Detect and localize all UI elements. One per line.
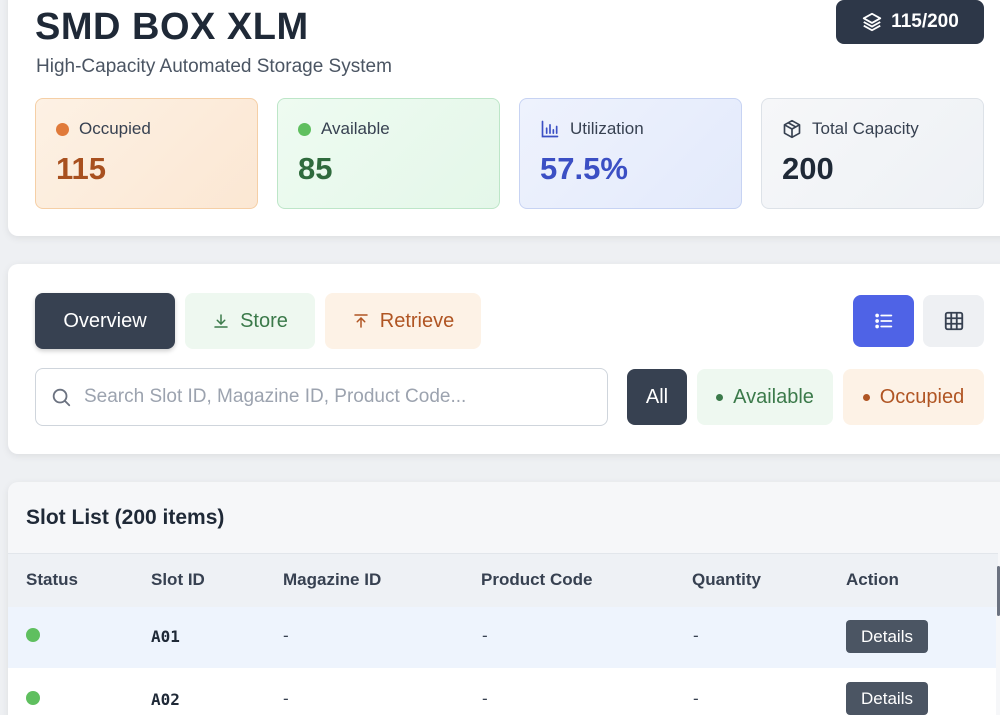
available-dot-icon xyxy=(298,122,311,136)
magazine-id: - xyxy=(283,626,289,645)
grid-icon xyxy=(944,311,963,331)
column-header-slot-id[interactable]: Slot ID xyxy=(151,570,205,589)
status-available-icon xyxy=(26,691,40,705)
tab-store[interactable]: Store xyxy=(185,293,315,349)
tab-label: Overview xyxy=(63,309,147,332)
page-title: SMD BOX XLM xyxy=(35,6,309,48)
grid-view-button[interactable] xyxy=(923,295,984,347)
magazine-id: - xyxy=(283,689,289,708)
search-input[interactable] xyxy=(84,386,584,408)
tab-label: Store xyxy=(240,309,288,332)
slot-id: A01 xyxy=(151,627,180,646)
stat-total-capacity: Total Capacity 200 xyxy=(761,98,984,209)
details-button[interactable]: Details xyxy=(846,620,928,653)
stat-label: Utilization xyxy=(570,119,644,138)
download-icon xyxy=(214,314,228,328)
slot-id: A02 xyxy=(151,690,180,709)
table-header xyxy=(8,553,998,607)
box-icon xyxy=(783,119,801,139)
occupied-dot-icon xyxy=(56,122,69,136)
list-icon xyxy=(874,313,892,329)
stat-utilization: Utilization 57.5% xyxy=(519,98,742,209)
stat-value: 115 xyxy=(56,151,107,186)
bar-chart-icon xyxy=(541,120,559,138)
stat-occupied: Occupied 115 xyxy=(35,98,258,209)
details-button[interactable]: Details xyxy=(846,682,928,715)
filter-all[interactable]: All xyxy=(627,369,687,425)
product-code: - xyxy=(482,689,488,708)
filter-label: Available xyxy=(733,385,814,408)
table-row[interactable]: A01 - - - Details xyxy=(8,607,996,668)
status-available-icon xyxy=(26,628,40,642)
scrollbar[interactable] xyxy=(997,566,1000,616)
tab-label: Retrieve xyxy=(379,309,455,332)
column-header-status[interactable]: Status xyxy=(26,570,78,589)
available-dot-icon xyxy=(716,393,724,401)
stat-value: 200 xyxy=(782,151,834,186)
search-icon xyxy=(52,388,71,407)
quantity: - xyxy=(693,689,699,708)
stat-label: Occupied xyxy=(79,119,151,138)
capacity-badge[interactable]: 115/200 xyxy=(836,0,984,44)
filter-label: Occupied xyxy=(879,385,965,408)
column-header-magazine-id[interactable]: Magazine ID xyxy=(283,570,382,589)
stat-label: Available xyxy=(321,119,390,138)
stat-label: Total Capacity xyxy=(812,119,919,138)
search-box xyxy=(35,368,608,426)
filter-available[interactable]: Available xyxy=(697,369,833,425)
capacity-badge-text: 115/200 xyxy=(891,11,959,32)
page-subtitle: High-Capacity Automated Storage System xyxy=(36,56,392,77)
table-title: Slot List (200 items) xyxy=(26,506,225,529)
product-code: - xyxy=(482,626,488,645)
quantity: - xyxy=(693,626,699,645)
stat-value: 85 xyxy=(298,151,333,186)
occupied-dot-icon xyxy=(862,393,870,401)
column-header-action: Action xyxy=(846,570,899,589)
upload-icon xyxy=(354,314,368,328)
filter-occupied[interactable]: Occupied xyxy=(843,369,984,425)
column-header-quantity[interactable]: Quantity xyxy=(692,570,761,589)
filter-label: All xyxy=(645,385,669,408)
stat-available: Available 85 xyxy=(277,98,500,209)
tab-retrieve[interactable]: Retrieve xyxy=(325,293,481,349)
stat-value: 57.5% xyxy=(540,151,628,186)
tab-overview[interactable]: Overview xyxy=(35,293,175,349)
layers-icon xyxy=(863,12,882,32)
list-view-button[interactable] xyxy=(853,295,914,347)
column-header-product-code[interactable]: Product Code xyxy=(481,570,593,589)
table-row[interactable]: A02 - - - Details xyxy=(8,668,996,715)
